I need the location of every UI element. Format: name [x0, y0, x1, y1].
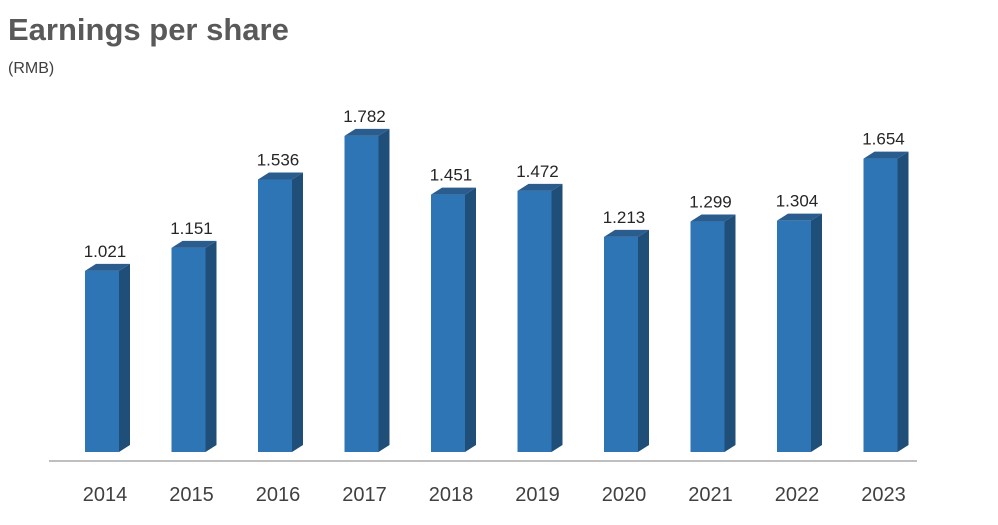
chart-subtitle: (RMB) [8, 60, 55, 77]
bar-front-face [777, 220, 811, 452]
bar-2017 [344, 128, 390, 452]
bar-2015 [171, 240, 217, 452]
bar-front-face [171, 247, 206, 452]
bar-side-face [292, 172, 303, 452]
bar-front-face [431, 194, 465, 453]
bar-front-face [863, 158, 898, 453]
bar-side-face [551, 183, 563, 453]
bar-2019 [517, 183, 563, 453]
bar-side-face [897, 151, 909, 453]
x-tick-label: 2018 [429, 484, 474, 506]
bar-top-face [604, 229, 649, 237]
data-label: 1.654 [862, 130, 905, 149]
bar-top-face [863, 151, 909, 159]
data-label: 1.782 [343, 107, 386, 126]
data-label: 1.451 [430, 166, 473, 185]
bar-side-face [811, 213, 822, 452]
x-tick-label: 2017 [342, 484, 387, 506]
data-label: 1.299 [689, 193, 732, 212]
bar-front-face [344, 135, 379, 452]
bar-2021 [690, 214, 736, 452]
x-tick-label: 2014 [83, 484, 128, 506]
bar-front-face [517, 190, 552, 453]
x-tick-label: 2021 [688, 484, 733, 506]
data-label: 1.536 [257, 151, 300, 170]
bar-top-face [517, 183, 563, 191]
chart-title: Earnings per share [8, 12, 289, 47]
bar-top-face [171, 240, 217, 248]
x-tick-label: 2022 [775, 484, 820, 506]
bar-side-face [638, 229, 649, 452]
data-label: 1.151 [170, 219, 213, 238]
bar-side-face [724, 214, 736, 452]
bar-2014 [85, 263, 130, 452]
data-label: 1.213 [603, 208, 646, 227]
data-label: 1.021 [84, 242, 127, 261]
bar-top-face [690, 214, 736, 222]
bar-top-face [777, 213, 822, 221]
bar-side-face [465, 187, 476, 453]
x-tick-labels: 2014 2015 2016 2017 2018 2019 2020 2021 2022 2023 [83, 484, 906, 506]
bar-side-face [119, 263, 130, 452]
data-label: 1.472 [516, 162, 559, 181]
bar-top-face [431, 187, 476, 195]
x-tick-label: 2020 [602, 484, 647, 506]
x-tick-label: 2016 [256, 484, 301, 506]
bar-top-face [85, 263, 130, 271]
bar-top-face [258, 172, 303, 180]
bar-top-face [344, 128, 390, 136]
bar-2018 [431, 187, 476, 453]
bar-front-face [258, 179, 292, 452]
bar-side-face [205, 240, 217, 452]
bars-group: 1.021 1.151 1.536 1.782 1.451 1.472 1.213 1.299… [84, 107, 909, 453]
bar-front-face [690, 221, 725, 452]
x-tick-label: 2015 [169, 484, 214, 506]
bar-2023 [863, 151, 909, 453]
x-tick-label: 2019 [515, 484, 560, 506]
x-tick-label: 2023 [861, 484, 906, 506]
bar-2020 [604, 229, 649, 452]
bar-2016 [258, 172, 303, 452]
bar-front-face [604, 236, 638, 452]
bar-2022 [777, 213, 822, 452]
bar-side-face [378, 128, 390, 452]
bar-front-face [85, 270, 119, 452]
data-label: 1.304 [776, 192, 819, 211]
